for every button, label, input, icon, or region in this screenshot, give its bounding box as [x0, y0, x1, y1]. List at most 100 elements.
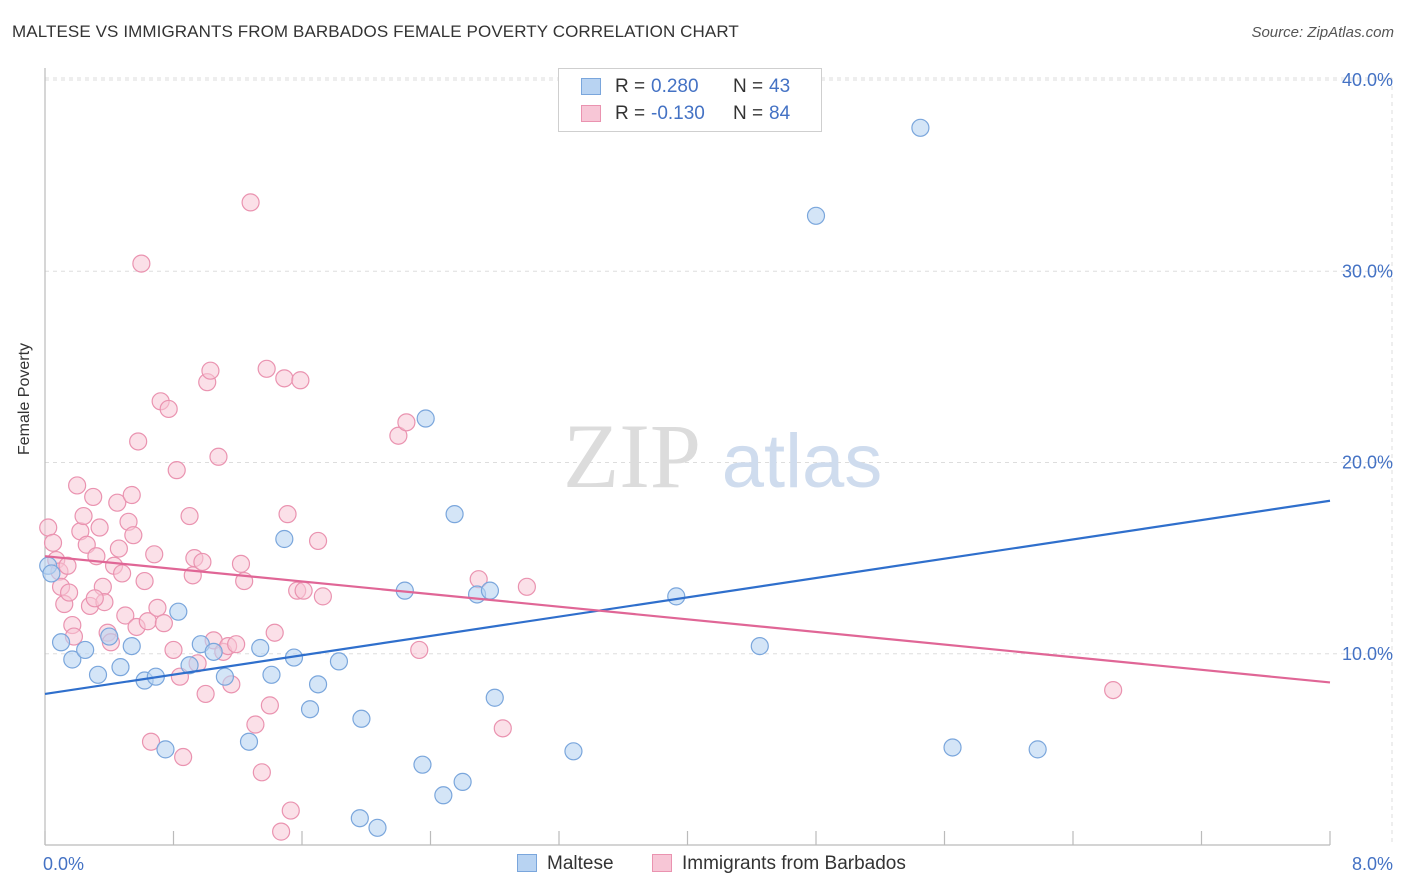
maltese-point: [169, 602, 188, 621]
barbados-point: [313, 587, 332, 606]
maltese-point: [275, 529, 294, 549]
barbados-point: [252, 763, 271, 782]
maltese-point: [667, 587, 686, 606]
barbados-point: [265, 623, 284, 642]
barbados-point: [124, 526, 143, 545]
barbados-point: [275, 369, 294, 388]
n-label: N =: [733, 103, 764, 124]
tick-labels: 10.0% 20.0% 30.0% 40.0% 0.0% 8.0%: [43, 70, 1393, 874]
maltese-point: [251, 638, 270, 658]
barbados-point: [85, 589, 104, 608]
barbados-point: [389, 426, 408, 445]
series-maltese-points: [39, 118, 1047, 837]
legend-label: Maltese: [547, 853, 614, 874]
barbados-point: [74, 506, 93, 526]
maltese-point: [239, 732, 259, 751]
y-tick-label: 40.0%: [1342, 70, 1393, 90]
n-value: 43: [769, 76, 791, 97]
barbados-point: [193, 552, 212, 572]
maltese-point: [180, 656, 199, 675]
barbados-point: [308, 531, 328, 551]
barbados-point: [145, 545, 164, 564]
barbados-point: [281, 801, 300, 820]
barbados-point: [260, 696, 279, 715]
barbados-point: [59, 583, 79, 602]
maltese-point: [329, 652, 349, 671]
maltese-point: [368, 818, 387, 837]
r-label: R =: [615, 76, 646, 97]
barbados-trend-line: [44, 555, 1331, 684]
maltese-swatch: [581, 78, 601, 95]
maltese-point: [413, 755, 432, 774]
barbados-point: [84, 487, 103, 507]
barbados-point: [43, 533, 63, 552]
maltese-point: [308, 675, 328, 694]
barbados-point: [164, 640, 183, 660]
maltese-point: [111, 658, 130, 677]
maltese-point: [215, 667, 234, 686]
maltese-point: [122, 636, 141, 656]
barbados-point: [39, 518, 58, 537]
barbados-point: [122, 485, 141, 505]
maltese-point: [300, 700, 320, 719]
maltese-point: [1028, 740, 1047, 759]
barbados-point: [241, 193, 260, 212]
barbados-point: [257, 359, 276, 378]
maltese-point: [416, 409, 435, 428]
barbados-point: [174, 747, 193, 767]
barbados-point: [58, 556, 77, 575]
barbados-point: [517, 577, 536, 596]
maltese-legend-swatch: [517, 854, 537, 872]
barbados-point: [246, 715, 265, 734]
barbados-point: [135, 571, 154, 591]
x-tick-label: 0.0%: [43, 854, 84, 874]
barbados-point: [180, 506, 199, 526]
barbados-point: [90, 518, 109, 537]
y-tick-label: 20.0%: [1342, 453, 1393, 473]
barbados-swatch: [581, 105, 601, 122]
maltese-point: [76, 640, 95, 660]
axes: [44, 68, 1331, 846]
barbados-point: [108, 493, 127, 512]
barbados-point: [196, 684, 215, 704]
maltese-point: [943, 738, 962, 757]
maltese-point: [352, 709, 371, 728]
maltese-point: [100, 627, 119, 646]
barbados-point: [209, 447, 228, 466]
trend-lines: [44, 499, 1331, 696]
maltese-point: [911, 118, 930, 137]
barbados-point: [109, 539, 128, 558]
correlation-legend: R = 0.280 N = 43 R = -0.130 N = 84: [558, 68, 822, 132]
watermark-atlas: atlas: [722, 419, 883, 504]
maltese-point: [262, 665, 281, 684]
barbados-point: [272, 822, 291, 841]
r-label: R =: [615, 103, 646, 124]
n-label: N =: [733, 76, 764, 97]
maltese-point: [434, 786, 453, 805]
barbados-point: [493, 719, 512, 738]
barbados-point: [397, 413, 416, 432]
y-axis-label: Female Poverty: [16, 342, 33, 455]
maltese-point: [445, 505, 464, 524]
barbados-point: [201, 361, 220, 380]
grid-lines: [45, 77, 1393, 845]
barbados-point: [278, 505, 297, 524]
barbados-point: [141, 732, 161, 751]
barbados-point: [116, 606, 135, 625]
maltese-point: [63, 650, 82, 669]
y-tick-label: 30.0%: [1342, 261, 1393, 281]
maltese-point: [51, 633, 71, 652]
series-barbados-points: [39, 193, 1123, 841]
watermark-zip: ZIP: [563, 405, 701, 507]
legend-label: Immigrants from Barbados: [682, 853, 906, 874]
maltese-point: [204, 642, 223, 661]
source-label: Source: ZipAtlas.com: [1251, 24, 1394, 41]
barbados-point: [410, 640, 429, 660]
r-value: -0.130: [651, 103, 705, 124]
y-tick-label: 10.0%: [1342, 644, 1393, 664]
maltese-point: [350, 809, 369, 828]
barbados-point: [112, 564, 132, 583]
maltese-point: [42, 564, 61, 583]
maltese-trend-line: [44, 499, 1331, 696]
